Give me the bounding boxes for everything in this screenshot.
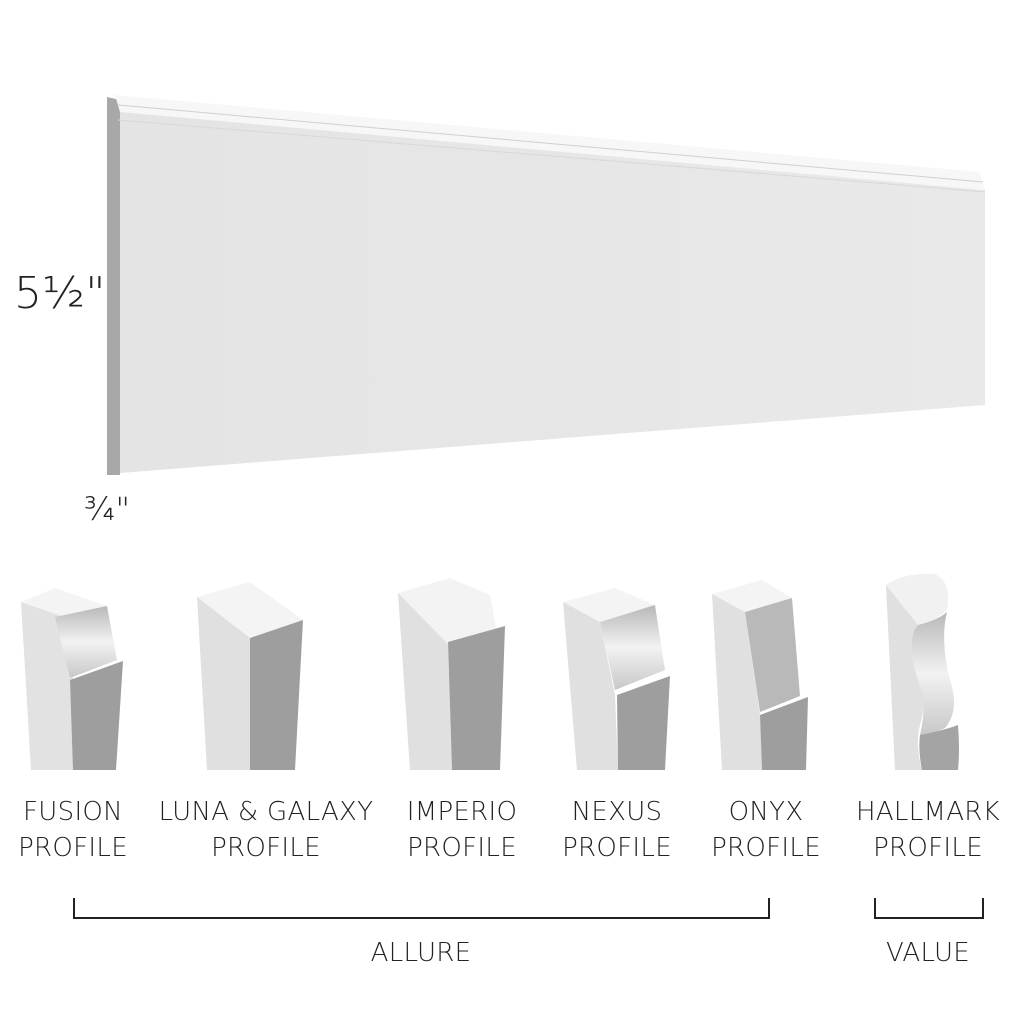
profile-suffix: PROFILE (562, 833, 672, 863)
profile-suffix: PROFILE (407, 833, 517, 863)
hallmark-profile-image (886, 573, 959, 770)
allure-bracket (73, 898, 770, 919)
value-bracket (874, 898, 984, 919)
profile-label-luna-galaxy: LUNA & GALAXY PROFILE (159, 794, 374, 866)
profile-suffix: PROFILE (18, 833, 128, 863)
thickness-dimension: ¾" (84, 490, 131, 528)
onyx-profile-image (712, 580, 808, 770)
fusion-profile-image (21, 588, 123, 770)
profile-name: ONYX (728, 797, 804, 827)
profile-suffix: PROFILE (211, 833, 321, 863)
group-label-value: VALUE (885, 938, 971, 968)
imperio-profile-image (398, 578, 505, 770)
baseboard-board (107, 95, 986, 475)
group-label-allure: ALLURE (370, 938, 472, 968)
profile-label-imperio: IMPERIO PROFILE (407, 794, 518, 866)
profile-name: HALLMARK (855, 797, 1001, 827)
height-dimension: 5½" (14, 268, 106, 319)
profile-suffix: PROFILE (873, 833, 983, 863)
profile-label-nexus: NEXUS PROFILE (562, 794, 672, 866)
profile-name: LUNA & GALAXY (158, 797, 374, 827)
luna-galaxy-profile-image (197, 582, 303, 770)
profile-suffix: PROFILE (711, 833, 821, 863)
profile-name: FUSION (23, 797, 123, 827)
profile-label-hallmark: HALLMARK PROFILE (856, 794, 1000, 866)
profile-name: IMPERIO (406, 797, 518, 827)
profile-label-onyx: ONYX PROFILE (711, 794, 821, 866)
nexus-profile-image (563, 588, 670, 770)
profile-name: NEXUS (571, 797, 663, 827)
profile-label-fusion: FUSION PROFILE (18, 794, 128, 866)
